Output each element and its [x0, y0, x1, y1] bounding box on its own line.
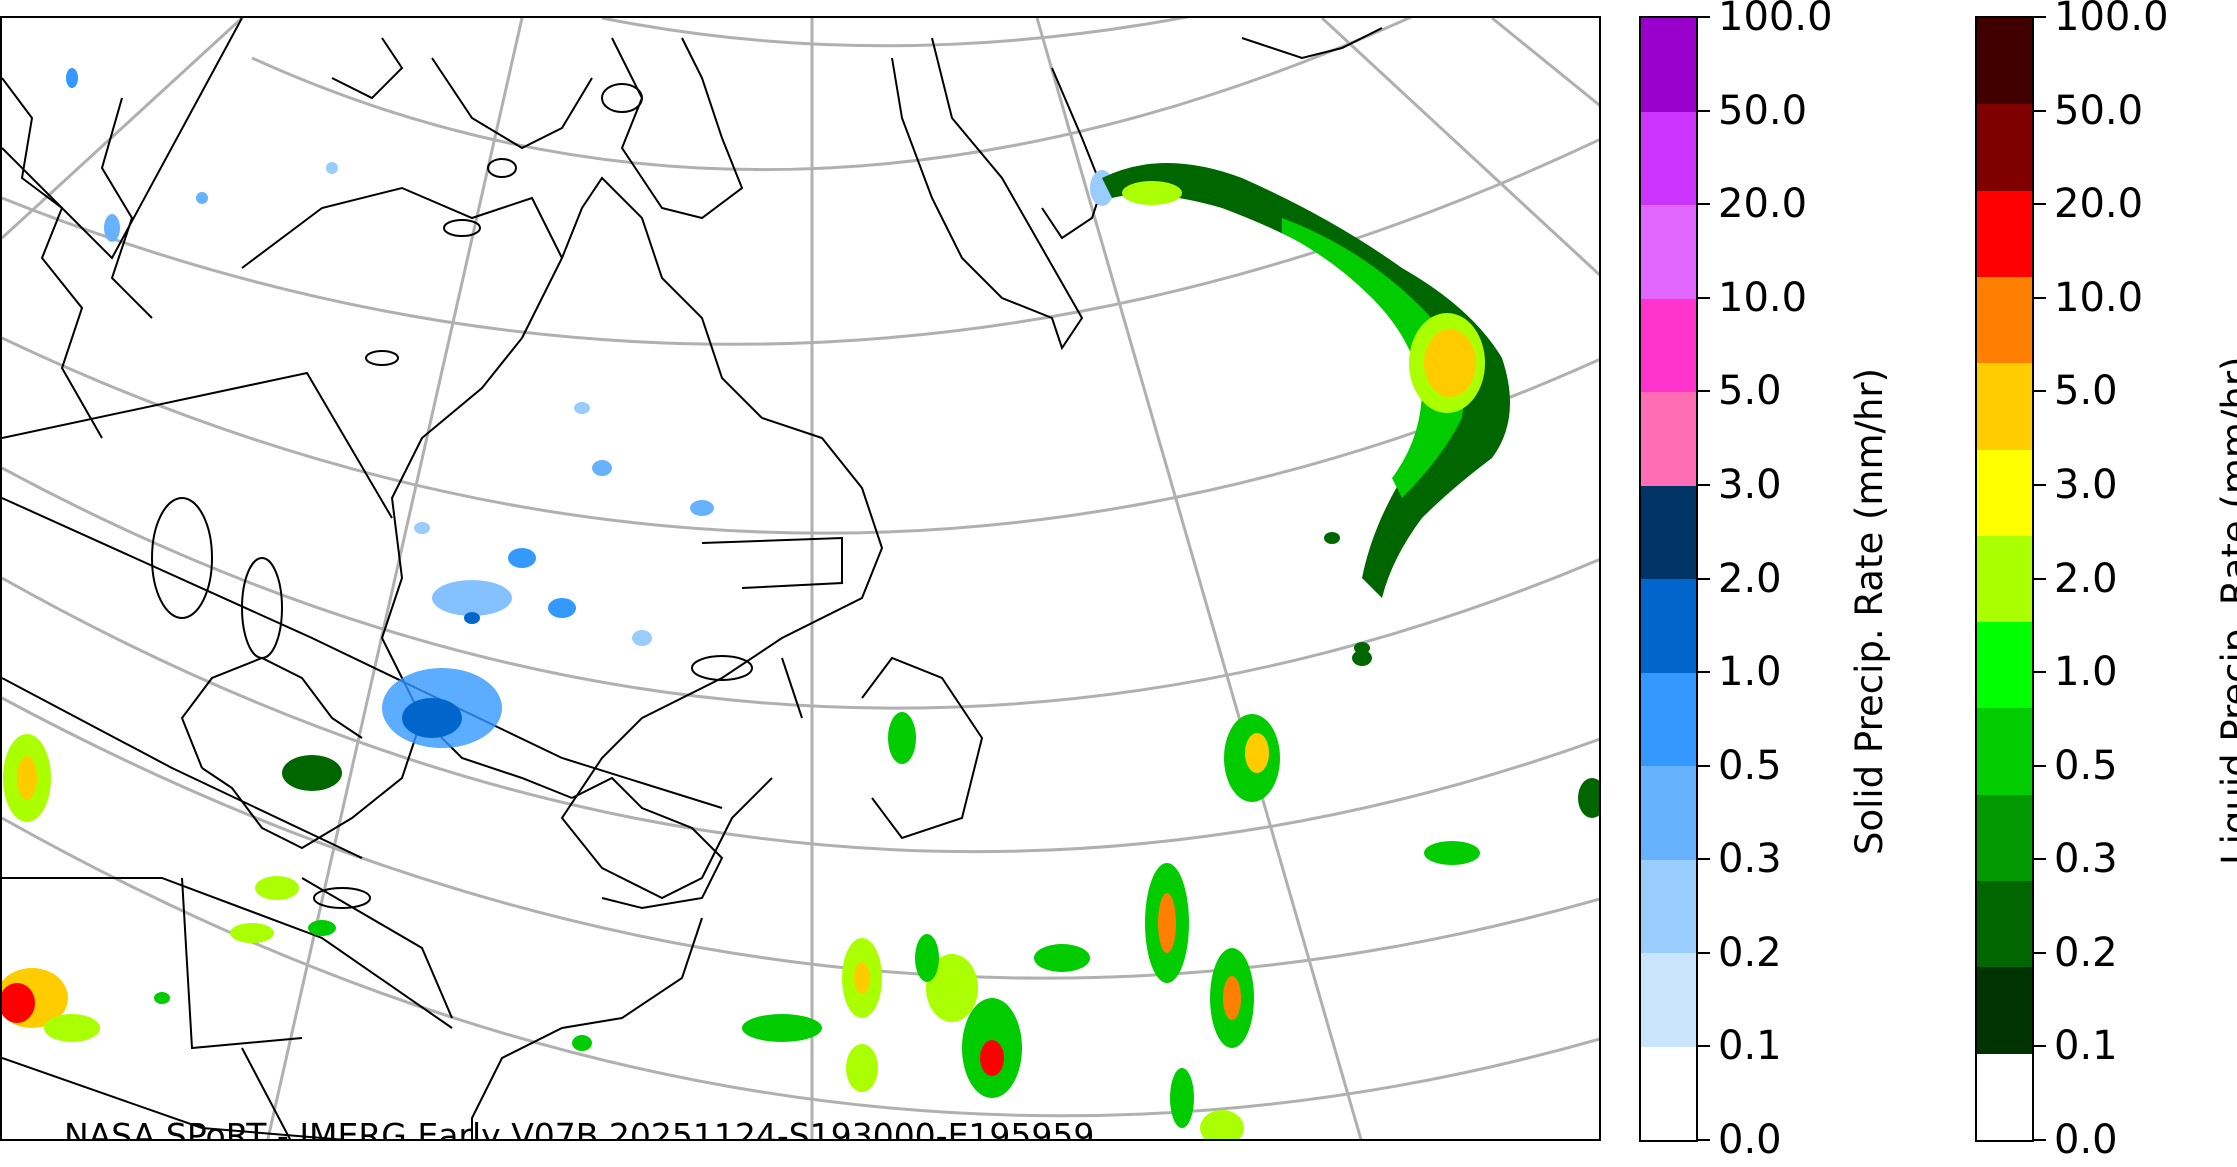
liquid-colorbar-color-segment	[1977, 449, 2032, 536]
solid-colorbar-color-segment	[1641, 579, 1696, 673]
liquid-colorbar-title: Liquid Precip. Rate (mm/hr)	[2214, 356, 2237, 866]
solid-colorbar-tick-label: 0.0	[1718, 1117, 1782, 1163]
solid-colorbar-tick-mark	[1698, 109, 1710, 112]
liquid-colorbar-color-segment	[1977, 794, 2032, 882]
solid-colorbar-tick-label: 0.5	[1718, 742, 1782, 789]
liquid-colorbar-tick-label: 0.3	[2054, 836, 2118, 883]
solid-colorbar-tick-mark	[1698, 1139, 1710, 1141]
liquid-colorbar-color-segment	[1977, 363, 2032, 450]
solid-colorbar-tick-mark	[1698, 1045, 1710, 1048]
solid-colorbar-tick-label: 0.3	[1718, 836, 1782, 883]
solid-colorbar-tick-mark	[1698, 390, 1710, 393]
solid-colorbar-tick-label: 100.0	[1718, 0, 1833, 40]
solid-colorbar-color-segment	[1641, 485, 1696, 579]
solid-colorbar-tick-mark	[1698, 296, 1710, 299]
liquid-colorbar-color-segment	[1977, 622, 2032, 709]
liquid-colorbar-color-segment	[1977, 1053, 2032, 1140]
solid-colorbar-color-segment	[1641, 205, 1696, 299]
solid-colorbar-tick-label: 0.1	[1718, 1023, 1782, 1070]
solid-colorbar-title: Solid Precip. Rate (mm/hr)	[1848, 367, 1891, 855]
liquid-colorbar-color-segment	[1977, 535, 2032, 623]
liquid-colorbar-tick-mark	[2034, 1045, 2046, 1048]
liquid-colorbar-tick-mark	[2034, 109, 2046, 112]
solid-colorbar-tick-mark	[1698, 483, 1710, 486]
liquid-colorbar-tick-label: 5.0	[2054, 368, 2118, 415]
solid-colorbar-tick-label: 10.0	[1718, 274, 1808, 321]
liquid-colorbar-tick-mark	[2034, 390, 2046, 393]
solid-colorbar-tick-mark	[1698, 671, 1710, 674]
solid-colorbar-tick-mark	[1698, 203, 1710, 206]
liquid-colorbar-color-segment	[1977, 708, 2032, 795]
political-boundaries	[2, 18, 843, 1139]
solid-precip-areas	[66, 68, 1114, 748]
solid-colorbar-tick-label: 2.0	[1718, 555, 1782, 602]
solid-colorbar-tick-label: 0.2	[1718, 929, 1782, 976]
solid-colorbar-color-segment	[1641, 111, 1696, 205]
liquid-colorbar-tick-mark	[2034, 577, 2046, 580]
solid-colorbar-color-segment	[1641, 766, 1696, 860]
solid-colorbar-tick-mark	[1698, 16, 1710, 18]
liquid-colorbar-color-segment	[1977, 881, 2032, 968]
solid-colorbar-tick-mark	[1698, 577, 1710, 580]
liquid-colorbar-tick-mark	[2034, 483, 2046, 486]
liquid-colorbar-color-segment	[1977, 17, 2032, 105]
data-credit-label: NASA SPoRT - IMERG Early V07B 20251124-S…	[64, 1116, 1095, 1141]
solid-precip-colorbar	[1639, 16, 1698, 1142]
liquid-colorbar-tick-label: 3.0	[2054, 461, 2118, 508]
liquid-precip-areas	[2, 163, 1599, 1139]
solid-colorbar-color-segment	[1641, 859, 1696, 953]
coastlines	[2, 27, 1383, 1139]
solid-colorbar-tick-label: 5.0	[1718, 368, 1782, 415]
liquid-colorbar-tick-mark	[2034, 16, 2046, 18]
liquid-colorbar-tick-mark	[2034, 671, 2046, 674]
solid-colorbar-tick-mark	[1698, 764, 1710, 767]
solid-colorbar-tick-mark	[1698, 858, 1710, 861]
liquid-colorbar-tick-label: 0.1	[2054, 1023, 2118, 1070]
solid-colorbar-color-segment	[1641, 672, 1696, 766]
graticule-parallels	[2, 18, 1599, 1118]
solid-colorbar-tick-label: 1.0	[1718, 649, 1782, 696]
liquid-colorbar-tick-label: 0.0	[2054, 1117, 2118, 1163]
liquid-colorbar-tick-label: 20.0	[2054, 181, 2144, 228]
solid-colorbar-color-segment	[1641, 1046, 1696, 1140]
liquid-colorbar-tick-label: 10.0	[2054, 274, 2144, 321]
liquid-colorbar-tick-label: 0.2	[2054, 929, 2118, 976]
map-canvas	[2, 18, 1599, 1139]
solid-colorbar-color-segment	[1641, 18, 1696, 112]
liquid-colorbar-tick-label: 100.0	[2054, 0, 2169, 40]
liquid-colorbar-tick-label: 50.0	[2054, 87, 2144, 134]
liquid-colorbar-tick-mark	[2034, 858, 2046, 861]
solid-colorbar-color-segment	[1641, 953, 1696, 1047]
graticule-meridians	[2, 18, 1599, 1139]
liquid-colorbar-tick-mark	[2034, 1139, 2046, 1141]
liquid-colorbar-color-segment	[1977, 967, 2032, 1054]
liquid-colorbar-tick-label: 1.0	[2054, 649, 2118, 696]
lakes	[151, 83, 753, 909]
liquid-colorbar-tick-mark	[2034, 296, 2046, 299]
solid-colorbar-tick-label: 50.0	[1718, 87, 1808, 134]
liquid-colorbar-tick-label: 0.5	[2054, 742, 2118, 789]
liquid-precip-colorbar	[1975, 16, 2034, 1142]
solid-colorbar-tick-label: 3.0	[1718, 461, 1782, 508]
solid-colorbar-color-segment	[1641, 298, 1696, 392]
solid-colorbar-tick-label: 20.0	[1718, 181, 1808, 228]
liquid-colorbar-tick-mark	[2034, 203, 2046, 206]
solid-colorbar-color-segment	[1641, 392, 1696, 486]
liquid-colorbar-color-segment	[1977, 276, 2032, 364]
liquid-colorbar-tick-mark	[2034, 764, 2046, 767]
solid-colorbar-tick-mark	[1698, 951, 1710, 954]
liquid-colorbar-tick-mark	[2034, 951, 2046, 954]
liquid-colorbar-color-segment	[1977, 190, 2032, 277]
liquid-colorbar-tick-label: 2.0	[2054, 555, 2118, 602]
liquid-colorbar-color-segment	[1977, 104, 2032, 191]
precip-map: NASA SPoRT - IMERG Early V07B 20251124-S…	[0, 16, 1601, 1141]
